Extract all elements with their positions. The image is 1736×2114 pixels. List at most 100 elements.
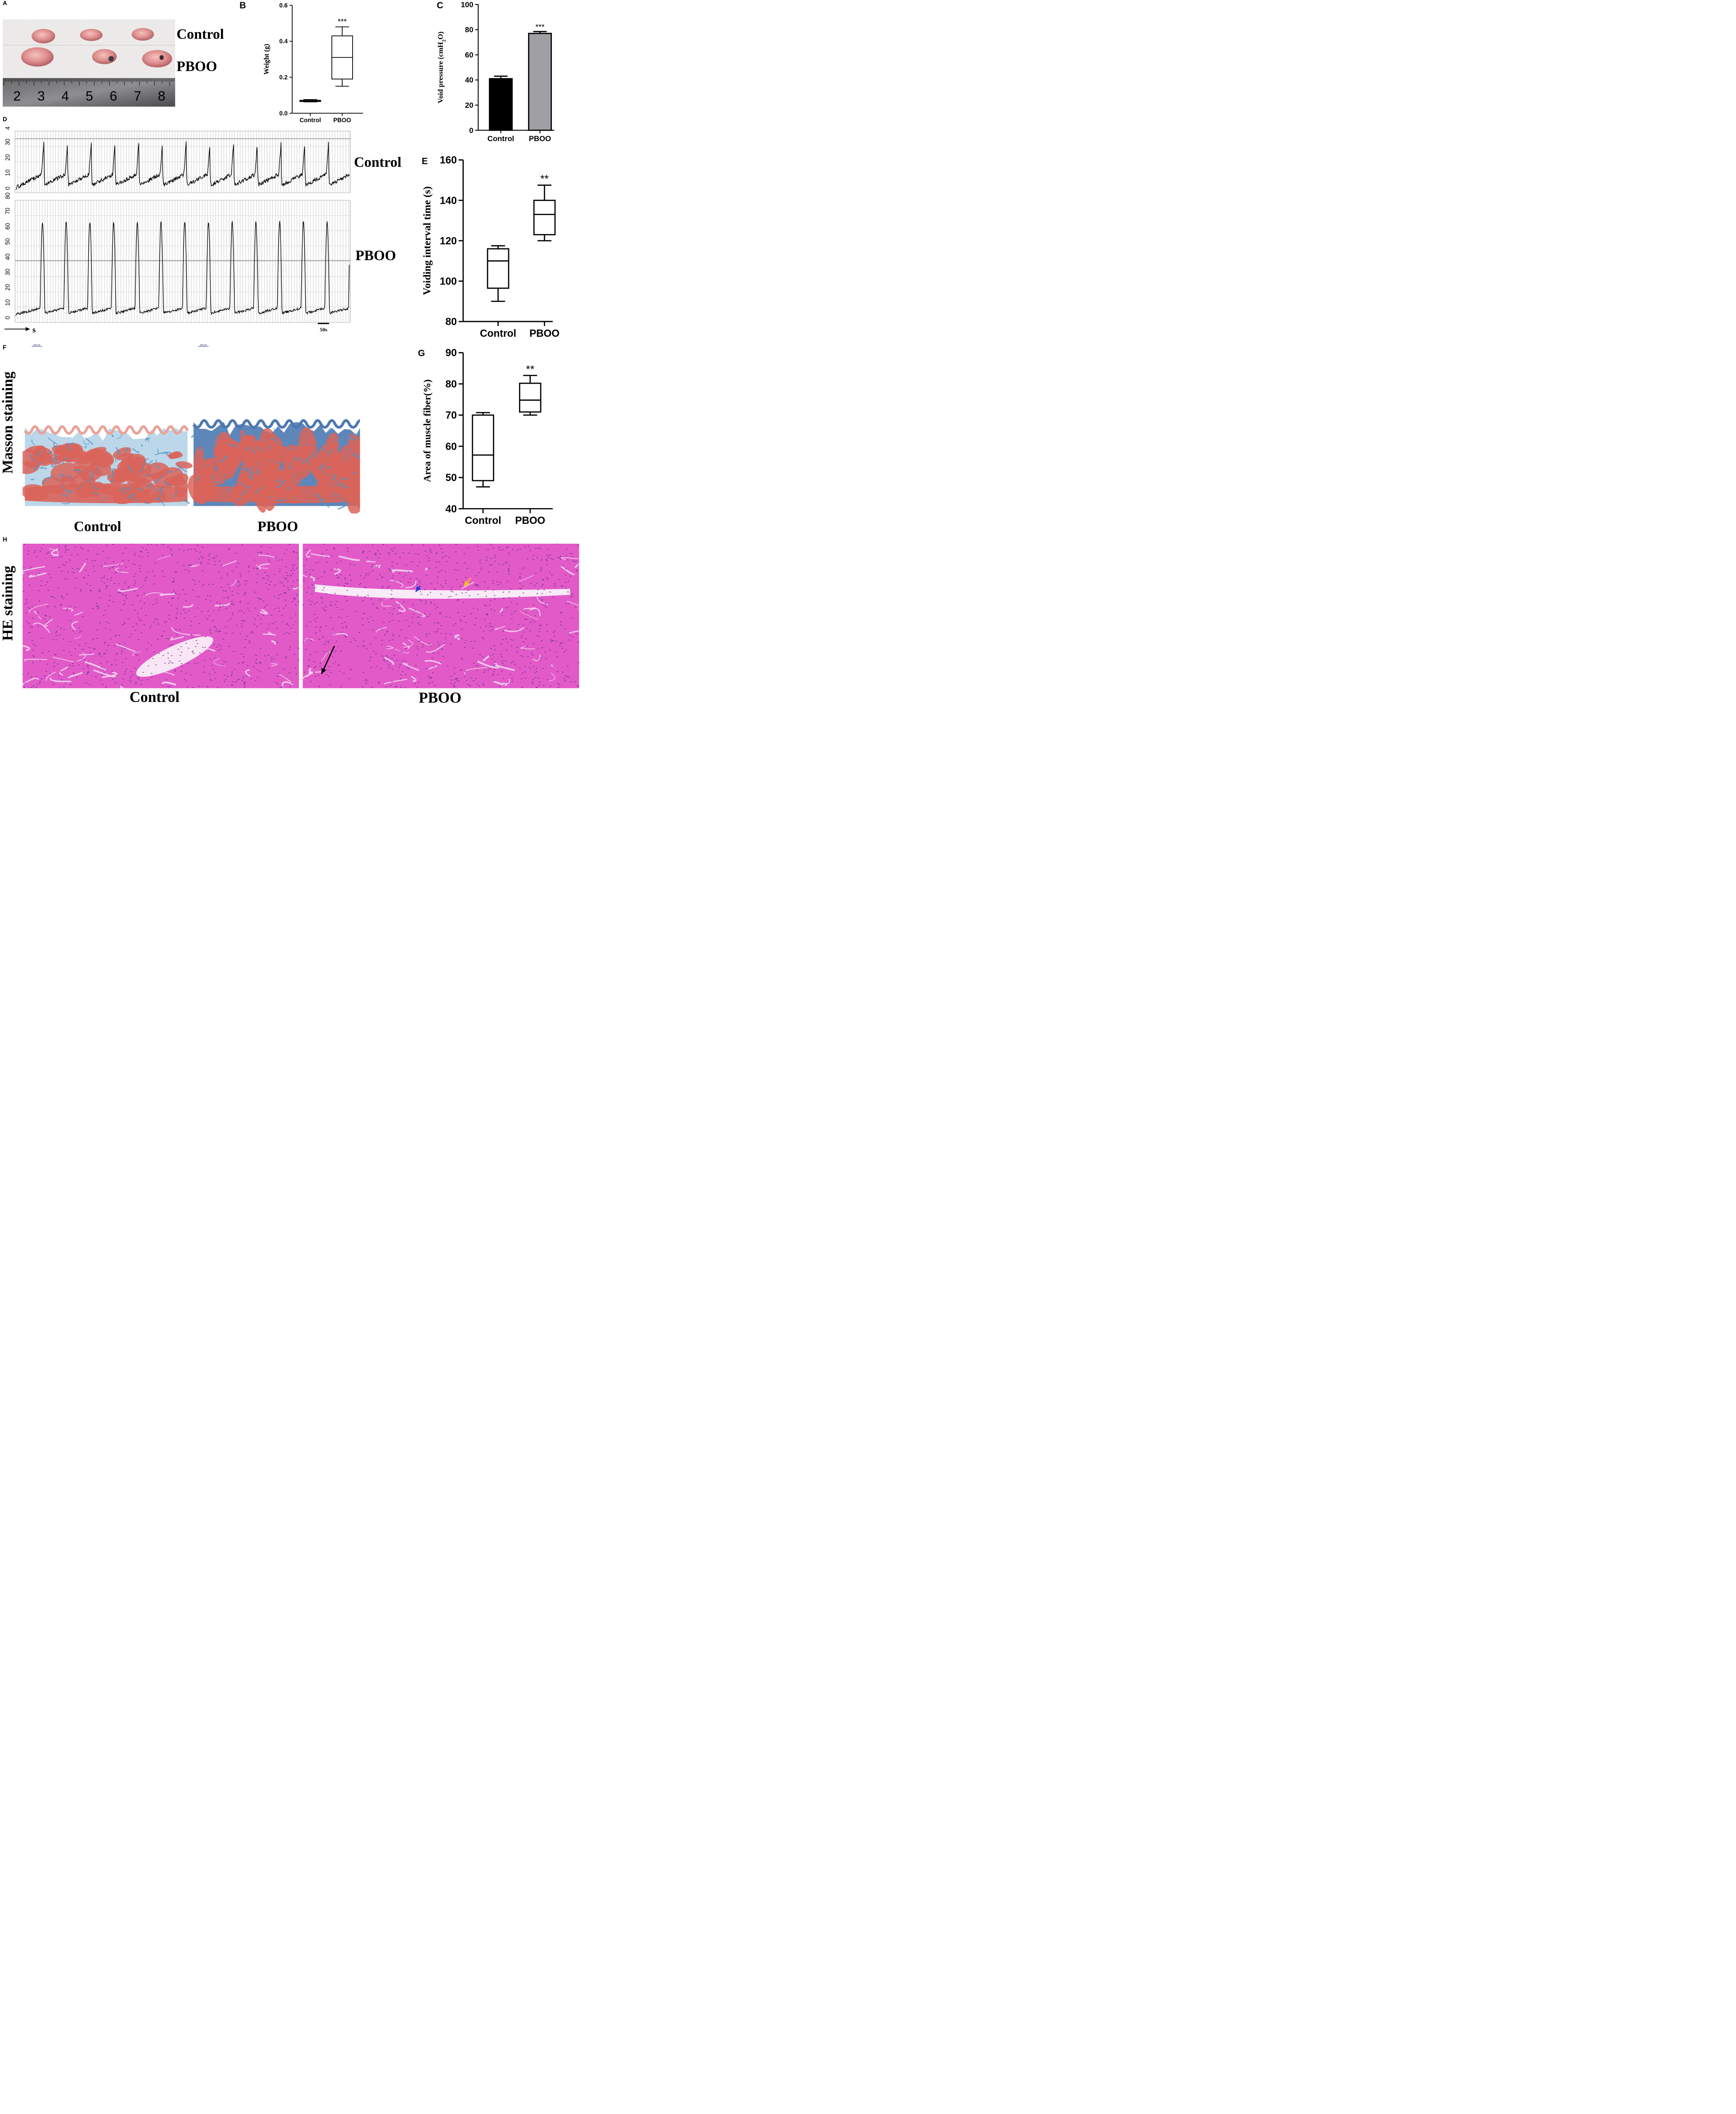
y-tick-label: 100 [461, 0, 473, 9]
y-tick-label: 160 [440, 154, 457, 166]
control-bladder-2 [80, 29, 103, 41]
panel-a-control-label: Control [176, 26, 224, 42]
y-tick-label: 60 [445, 440, 457, 452]
panel-f-control-label: Control [73, 518, 121, 535]
y-tick-label: 50 [445, 472, 457, 483]
panel-h-control-label: Control [129, 688, 179, 706]
panel-letter: E [422, 156, 427, 166]
y-tick-label: 80 [445, 378, 457, 390]
ruler-number: 7 [134, 89, 142, 104]
x-tick-label: PBOO [515, 514, 545, 526]
y-tick-label: 0.4 [279, 38, 288, 45]
trace-y-tick-label: 10 [4, 170, 11, 176]
x-tick-label: PBOO [529, 134, 551, 143]
bar-pboo [528, 32, 552, 131]
trace-y-tick-label: 20 [4, 154, 11, 161]
panel-d-control-label: Control [354, 154, 402, 170]
y-tick-label: 70 [445, 409, 457, 421]
panel-letter: B [239, 0, 246, 10]
micro-scale-label: 200 μm [200, 344, 207, 346]
significance-marker: ** [526, 363, 534, 376]
pressure-trace-pboo [15, 220, 350, 316]
control-bladder-3 [131, 28, 154, 41]
he-pboo-image [299, 543, 580, 688]
significance-marker: *** [338, 17, 347, 26]
significance-marker: ** [540, 173, 549, 185]
he-staining-images [23, 543, 580, 688]
y-axis-label: Weight (g) [263, 44, 271, 75]
cystometry-traces: 0 10 20 30 40 0 10 20 30 40 50 60 70 80 s 50s [4, 127, 351, 333]
panel-d-pboo-label: PBOO [355, 247, 396, 263]
ruler-number: 3 [37, 89, 45, 104]
he-row-label: HE staining [0, 565, 16, 641]
y-tick-label: 120 [440, 235, 457, 247]
he-control-image [23, 543, 312, 688]
trace-y-tick-label: 0 [4, 187, 11, 190]
x-tick-label: Control [299, 117, 321, 124]
y-tick-label: 0.0 [279, 110, 288, 117]
trace-y-tick-label: 10 [4, 299, 11, 306]
y-tick-label: 80 [445, 316, 457, 327]
trace-y-tick-label: 40 [4, 127, 11, 130]
pboo-bladder-1 [21, 47, 54, 67]
iqr-box [487, 248, 510, 289]
panel-a-pboo-label: PBOO [176, 58, 217, 74]
y-tick-label: 0.2 [279, 74, 288, 81]
time-arrow-label: s [32, 326, 36, 333]
trace-y-tick-label: 70 [4, 208, 11, 215]
y-tick-label: 0.6 [279, 2, 288, 9]
ruler-number: 5 [86, 89, 93, 104]
voiding-interval-box-chart: E 80 100 120 140 160 Control PBOO Voiding interv… [422, 154, 560, 339]
iqr-box [472, 414, 494, 481]
ruler-number: 6 [110, 89, 117, 104]
x-tick-label: PBOO [333, 117, 351, 124]
y-tick-label: 40 [445, 503, 457, 514]
pboo-bladder-3 [142, 50, 172, 68]
bladder-photo-drawing: 2 3 4 5 6 7 8 [3, 19, 175, 107]
masson-row-label: Masson staining [0, 371, 16, 474]
panel-letter: C [437, 0, 443, 10]
ruler-number: 4 [61, 89, 69, 104]
trace-y-tick-label: 0 [4, 316, 11, 319]
muscle-fiber-box-chart: G 40 50 60 70 80 90 Control PBOO Area of muscle f… [418, 347, 553, 526]
y-tick-label: 100 [440, 275, 457, 287]
y-tick-label: 60 [465, 50, 473, 59]
pressure-trace-control [15, 141, 350, 190]
masson-control-image [23, 425, 193, 507]
void-pressure-bar-chart: C 0 20 40 60 80 100 Control PBOO Void pressure (c… [437, 0, 555, 143]
trace-y-tick-label: 40 [4, 253, 11, 260]
y-tick-label: 20 [465, 101, 473, 110]
y-tick-label: 80 [465, 26, 473, 34]
box-plot-pboo [331, 26, 353, 87]
trace-y-tick-label: 30 [4, 138, 11, 145]
control-bladder-1 [32, 29, 55, 44]
box-plot-control [472, 412, 494, 488]
pboo-bladder-2 [92, 49, 117, 64]
y-axis-label: Void pressure (cmH2O) [437, 32, 447, 103]
box-plot-pboo [533, 184, 556, 242]
weight-box-chart: B 0.0 0.2 0.4 0.6 Control PBOO Weight (g) *** [239, 0, 363, 124]
bladder-photo: 2 3 4 5 6 7 8 [3, 19, 175, 107]
masson-pboo-image [188, 419, 360, 514]
y-tick-label: 90 [445, 347, 457, 358]
blue-arrow-icon [415, 585, 421, 592]
trace-y-tick-label: 20 [4, 284, 11, 291]
trace-y-tick-label: 30 [4, 269, 11, 275]
trace-panel-control: 0 10 20 30 40 [4, 127, 351, 193]
scale-bar-label: 50s [320, 326, 327, 333]
y-tick-label: 0 [469, 126, 473, 135]
panel-h-pboo-label: PBOO [418, 689, 462, 706]
x-tick-label: Control [487, 134, 514, 143]
ruler-number: 8 [158, 89, 165, 104]
panel-letter-a: A [3, 0, 7, 7]
trace-y-tick-label: 60 [4, 223, 11, 229]
y-tick-label: 40 [465, 76, 473, 84]
y-axis-label: Voiding interval time (s) [422, 186, 433, 295]
iqr-box [533, 200, 556, 235]
iqr-box [519, 382, 542, 413]
x-tick-label: Control [480, 327, 516, 339]
ruler [3, 78, 175, 107]
trace-y-tick-label: 50 [4, 238, 11, 245]
y-tick-label: 140 [440, 194, 457, 206]
panel-f-pboo-label: PBOO [257, 518, 299, 535]
